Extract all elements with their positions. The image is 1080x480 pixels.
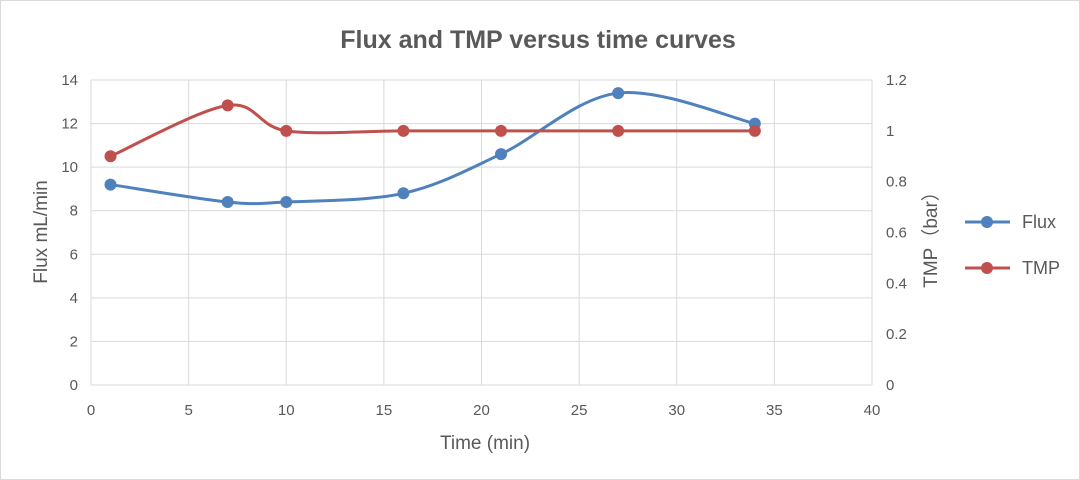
- tmp-data-point: [612, 124, 625, 137]
- x-tick-label: 40: [864, 402, 881, 419]
- y-tick-label: 0: [70, 377, 78, 394]
- flux-data-point: [280, 196, 293, 208]
- flux-legend-label: Flux: [1022, 212, 1056, 232]
- flux-series-line: [109, 91, 757, 206]
- tmp-data-point: [104, 150, 117, 163]
- axes: 0 2 4 6 8 10 12 14 0 5 10 15 20 25 30 35 40 0 0.2 0.4 0.6 0.8…: [61, 72, 907, 419]
- y2-axis-label: TMP（bar）: [920, 182, 942, 288]
- tmp-data-point: [748, 124, 761, 137]
- y2-tick-label: 0.2: [886, 326, 907, 343]
- tmp-data-point: [397, 124, 410, 137]
- y-tick-label: 8: [70, 203, 78, 220]
- tmp-legend-marker: [981, 262, 993, 274]
- tmp-data-point: [280, 124, 293, 137]
- x-tick-label: 0: [87, 402, 95, 419]
- tmp-data-point: [221, 99, 234, 112]
- x-tick-label: 30: [668, 402, 685, 419]
- chart-title: Flux and TMP versus time curves: [340, 26, 736, 54]
- flux-legend-marker: [981, 216, 993, 228]
- y2-tick-label: 0: [886, 377, 894, 394]
- y-axis-label: Flux mL/min: [31, 180, 52, 283]
- tmp-series-line: [109, 103, 757, 158]
- x-axis-label: Time (min): [440, 433, 530, 454]
- flux-data-point: [495, 148, 508, 161]
- y-tick-label: 2: [70, 333, 78, 350]
- x-tick-label: 15: [376, 402, 393, 419]
- tmp-legend-label: TMP: [1022, 258, 1060, 278]
- y2-tick-label: 0.4: [886, 275, 907, 292]
- flux-data-point: [221, 196, 234, 208]
- x-tick-label: 5: [184, 402, 192, 419]
- y2-tick-label: 0.6: [886, 225, 907, 242]
- y-tick-label: 12: [61, 116, 78, 133]
- y-tick-label: 6: [70, 246, 78, 263]
- y-tick-label: 10: [61, 159, 78, 176]
- legend: Flux TMP: [965, 212, 1060, 278]
- y2-tick-label: 1: [886, 123, 894, 140]
- flux-data-point: [612, 87, 625, 100]
- y2-tick-label: 0.8: [886, 174, 907, 191]
- x-tick-label: 35: [766, 402, 783, 419]
- tmp-data-point: [495, 124, 508, 137]
- flux-data-point: [397, 187, 410, 200]
- x-tick-label: 10: [278, 402, 295, 419]
- y2-tick-label: 1.2: [886, 72, 907, 89]
- y-tick-label: 4: [70, 290, 78, 307]
- flux-data-point: [104, 178, 117, 191]
- series-lines: [104, 87, 761, 208]
- x-tick-label: 25: [571, 402, 588, 419]
- x-tick-label: 20: [473, 402, 490, 419]
- y-tick-label: 14: [61, 72, 78, 89]
